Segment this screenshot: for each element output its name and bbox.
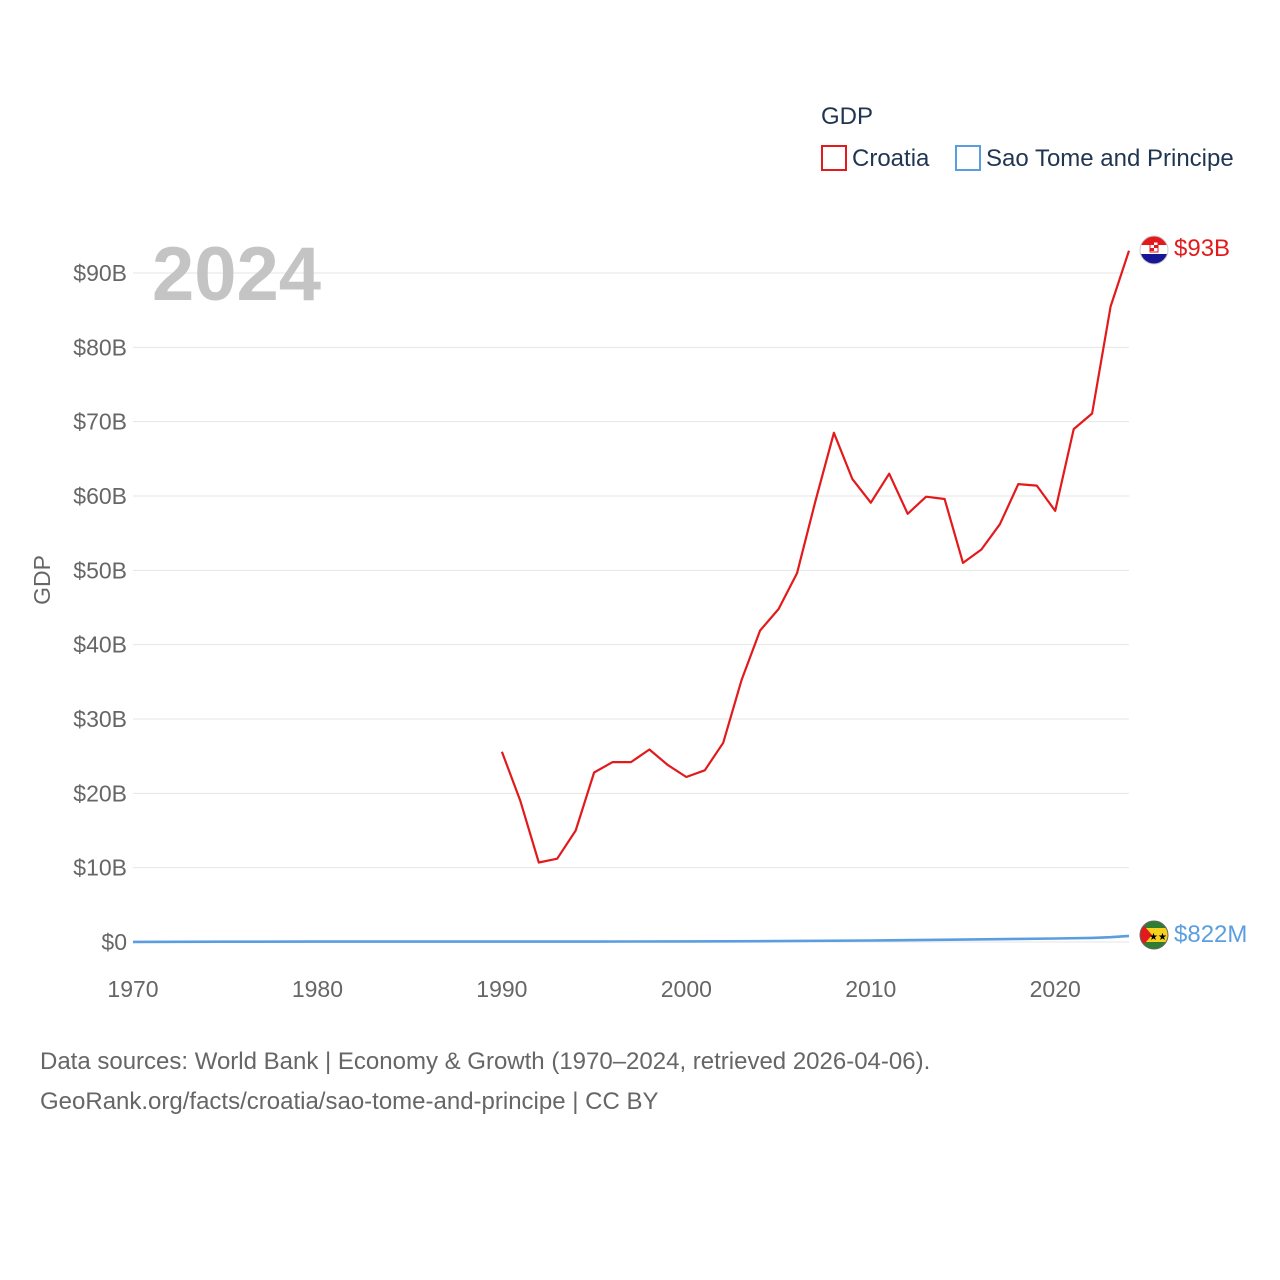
year-label: 2024 [152,232,321,317]
x-tick-label: 2020 [1030,976,1081,1002]
y-tick-label: $70B [73,409,127,435]
y-tick-label: $90B [73,260,127,286]
legend-label-croatia: Croatia [852,145,930,172]
legend: GDP Croatia Sao Tome and Principe [821,103,1234,172]
series-line-croatia [500,250,1131,864]
svg-text:★★: ★★ [1149,932,1167,943]
legend-item-croatia[interactable]: Croatia [821,145,930,172]
legend-item-sao-tome[interactable]: Sao Tome and Principe [955,145,1234,172]
y-tick-label: $0 [101,929,127,955]
footer-data-sources: Data sources: World Bank | Economy & Gro… [40,1048,931,1075]
sao-tome-flag-icon: ★★ [1139,920,1169,950]
series-lines [132,250,1131,944]
y-tick-label: $40B [73,632,127,658]
y-tick-label: $80B [73,334,127,360]
footer-source-link[interactable]: GeoRank.org/facts/croatia/sao-tome-and-p… [40,1088,659,1115]
gridlines [133,272,1129,943]
legend-swatch-croatia [821,145,847,171]
y-axis-title: GDP [29,555,55,605]
y-tick-label: $20B [73,780,127,806]
end-label-sao-tome: $822M [1174,921,1247,948]
x-tick-label: 1970 [107,976,158,1002]
y-tick-label: $50B [73,557,127,583]
series-line-sao-tome [132,934,1130,944]
legend-swatch-sao-tome [955,145,981,171]
x-tick-label: 2010 [845,976,896,1002]
x-axis-ticks: 1970 1980 1990 2000 2010 2020 [107,976,1080,1002]
croatia-flag-icon [1139,235,1169,265]
legend-title: GDP [821,103,873,130]
x-tick-label: 1980 [292,976,343,1002]
y-tick-label: $10B [73,855,127,881]
end-label-croatia: $93B [1174,235,1230,262]
footer: Data sources: World Bank | Economy & Gro… [40,1042,930,1122]
x-tick-label: 2000 [661,976,712,1002]
y-tick-label: $30B [73,706,127,732]
y-tick-label: $60B [73,483,127,509]
x-tick-label: 1990 [476,976,527,1002]
legend-label-sao-tome: Sao Tome and Principe [986,145,1234,172]
y-axis-ticks: $0 $10B $20B $30B $40B $50B $60B $70B $80B $90B [73,260,127,955]
